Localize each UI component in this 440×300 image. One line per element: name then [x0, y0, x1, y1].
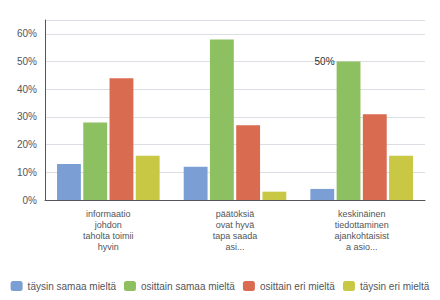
svg-text:0%: 0%	[23, 195, 38, 206]
svg-text:40%: 40%	[17, 84, 37, 95]
svg-text:asi...: asi...	[225, 242, 244, 252]
svg-text:30%: 30%	[17, 111, 37, 122]
svg-text:50%: 50%	[315, 56, 335, 67]
svg-text:10%: 10%	[17, 167, 37, 178]
svg-text:keskinäinen: keskinäinen	[338, 209, 386, 219]
svg-text:päätöksiä: päätöksiä	[216, 209, 255, 219]
svg-text:informaatio: informaatio	[86, 209, 131, 219]
svg-text:hyvin: hyvin	[98, 242, 119, 252]
svg-text:osittain samaa mieltä: osittain samaa mieltä	[141, 281, 235, 292]
svg-text:ajankohtaisist: ajankohtaisist	[334, 231, 389, 241]
svg-text:osittain eri mieltä: osittain eri mieltä	[260, 281, 335, 292]
svg-text:50%: 50%	[17, 56, 37, 67]
svg-text:60%: 60%	[17, 28, 37, 39]
svg-text:ovat hyvä: ovat hyvä	[216, 220, 255, 230]
svg-text:johdon: johdon	[94, 220, 122, 230]
svg-text:20%: 20%	[17, 139, 37, 150]
svg-text:täysin eri mieltä: täysin eri mieltä	[360, 281, 430, 292]
svg-text:tiedottaminen: tiedottaminen	[335, 220, 389, 230]
svg-text:a asio...: a asio...	[346, 242, 378, 252]
svg-text:täysin samaa mieltä: täysin samaa mieltä	[28, 281, 117, 292]
svg-text:tapa saada: tapa saada	[213, 231, 258, 241]
svg-text:taholta toimii: taholta toimii	[83, 231, 134, 241]
